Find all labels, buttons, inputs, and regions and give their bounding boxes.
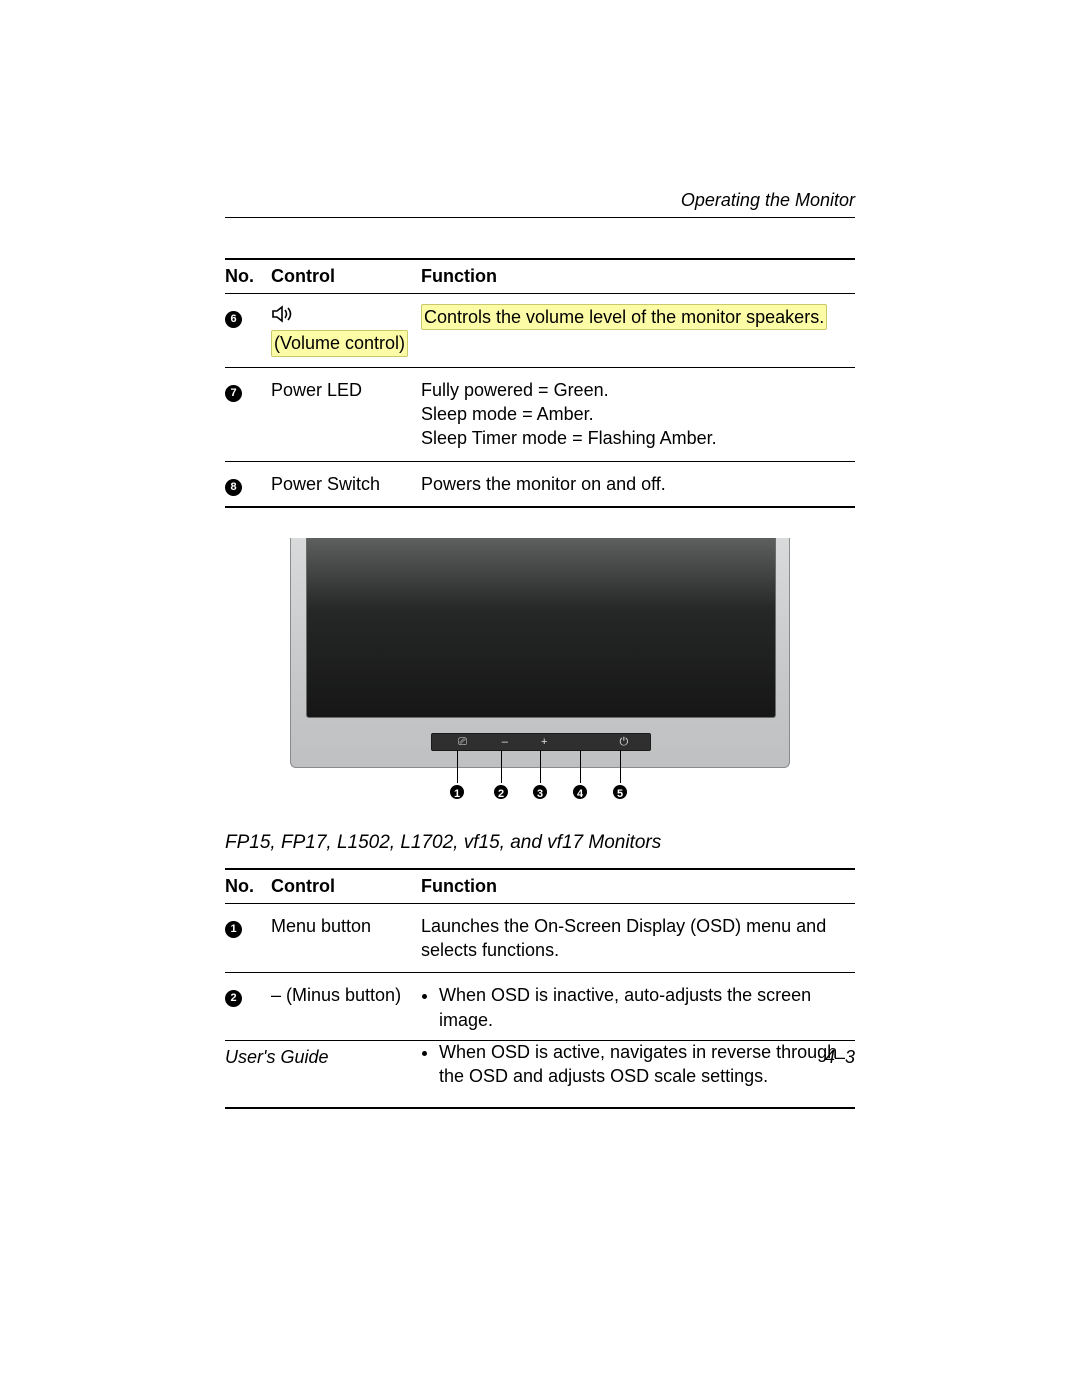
row-number-icon: 7 bbox=[225, 385, 242, 402]
button-strip: ⎚ – + ⏻ bbox=[431, 733, 651, 751]
col-no: No. bbox=[225, 869, 271, 904]
figure-caption: FP15, FP17, L1502, L1702, vf15, and vf17… bbox=[225, 832, 855, 854]
callout-3: 3 bbox=[531, 783, 549, 801]
callout-1: 1 bbox=[448, 783, 466, 801]
footer-right: 4–3 bbox=[825, 1047, 855, 1068]
minus-glyph: – bbox=[502, 736, 508, 748]
monitor-bezel: ⎚ – + ⏻ bbox=[290, 538, 790, 768]
controls-table-1: No. Control Function 6 (Volume control) bbox=[225, 258, 855, 508]
col-function: Function bbox=[421, 259, 855, 294]
callout-5: 5 bbox=[611, 783, 629, 801]
col-no: No. bbox=[225, 259, 271, 294]
plus-glyph: + bbox=[541, 736, 547, 748]
row-number-icon: 8 bbox=[225, 479, 242, 496]
table-row: 8 Power Switch Powers the monitor on and… bbox=[225, 461, 855, 507]
function-text: Launches the On-Screen Display (OSD) men… bbox=[421, 903, 855, 973]
control-label: Power LED bbox=[271, 367, 421, 461]
col-control: Control bbox=[271, 869, 421, 904]
table-row: 1 Menu button Launches the On-Screen Dis… bbox=[225, 903, 855, 973]
volume-icon bbox=[271, 304, 297, 330]
table-row: 6 (Volume control) Controls the volume l… bbox=[225, 294, 855, 368]
row-number-icon: 1 bbox=[225, 921, 242, 938]
callout-2: 2 bbox=[492, 783, 510, 801]
running-head: Operating the Monitor bbox=[225, 190, 855, 218]
control-label: Power Switch bbox=[271, 461, 421, 507]
callout-4: 4 bbox=[571, 783, 589, 801]
controls-table-2: No. Control Function 1 Menu button Launc… bbox=[225, 868, 855, 1109]
monitor-screen bbox=[306, 538, 776, 718]
page-footer: User's Guide 4–3 bbox=[225, 1040, 855, 1068]
footer-left: User's Guide bbox=[225, 1047, 328, 1068]
power-glyph: ⏻ bbox=[619, 736, 628, 749]
control-label: (Volume control) bbox=[271, 330, 408, 356]
col-function: Function bbox=[421, 869, 855, 904]
table-row: 7 Power LED Fully powered = Green. Sleep… bbox=[225, 367, 855, 461]
col-control: Control bbox=[271, 259, 421, 294]
control-label: Menu button bbox=[271, 903, 421, 973]
function-text: Controls the volume level of the monitor… bbox=[421, 304, 827, 330]
row-number-icon: 6 bbox=[225, 311, 242, 328]
function-text: Fully powered = Green. Sleep mode = Ambe… bbox=[421, 367, 855, 461]
function-text: Powers the monitor on and off. bbox=[421, 461, 855, 507]
row-number-icon: 2 bbox=[225, 990, 242, 1007]
menu-glyph: ⎚ bbox=[458, 736, 467, 749]
monitor-figure: ⎚ – + ⏻ 1 2 3 4 5 bbox=[290, 538, 790, 808]
